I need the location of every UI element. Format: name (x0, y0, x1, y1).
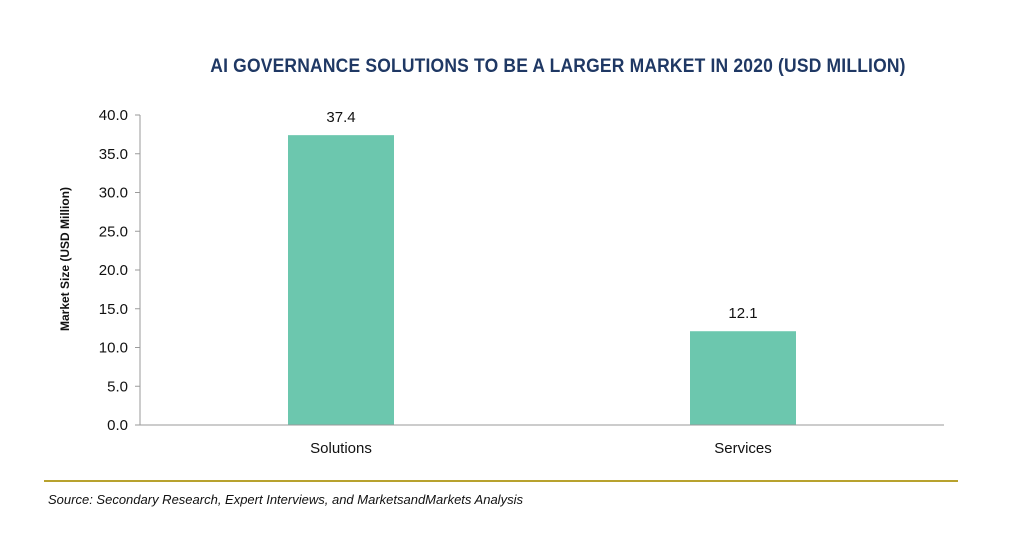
y-axis-ticks: 0.0 5.0 10.0 15.0 20.0 25.0 30.0 35.0 40.0 (99, 107, 140, 434)
y-tick-label: 40.0 (99, 107, 128, 124)
source-note: Source: Secondary Research, Expert Inter… (48, 492, 523, 507)
data-label-services: 12.1 (728, 305, 757, 322)
y-tick-label: 10.0 (99, 340, 128, 357)
y-tick-label: 5.0 (107, 378, 128, 395)
category-label-solutions: Solutions (310, 440, 372, 457)
source-divider (44, 480, 958, 482)
bars (288, 135, 796, 425)
y-axis-title: Market Size (USD Million) (58, 187, 72, 331)
data-label-solutions: 37.4 (326, 109, 355, 126)
y-tick-label: 0.0 (107, 417, 128, 434)
chart-title: AI GOVERNANCE SOLUTIONS TO BE A LARGER M… (210, 56, 906, 77)
bar-services (690, 331, 796, 425)
category-labels: Solutions Services (310, 440, 772, 457)
y-tick-label: 35.0 (99, 146, 128, 163)
category-label-services: Services (714, 440, 772, 457)
bar-solutions (288, 135, 394, 425)
y-tick-label: 30.0 (99, 185, 128, 202)
data-labels: 37.4 12.1 (326, 109, 757, 322)
y-tick-label: 20.0 (99, 262, 128, 279)
y-tick-label: 25.0 (99, 223, 128, 240)
y-tick-label: 15.0 (99, 301, 128, 318)
